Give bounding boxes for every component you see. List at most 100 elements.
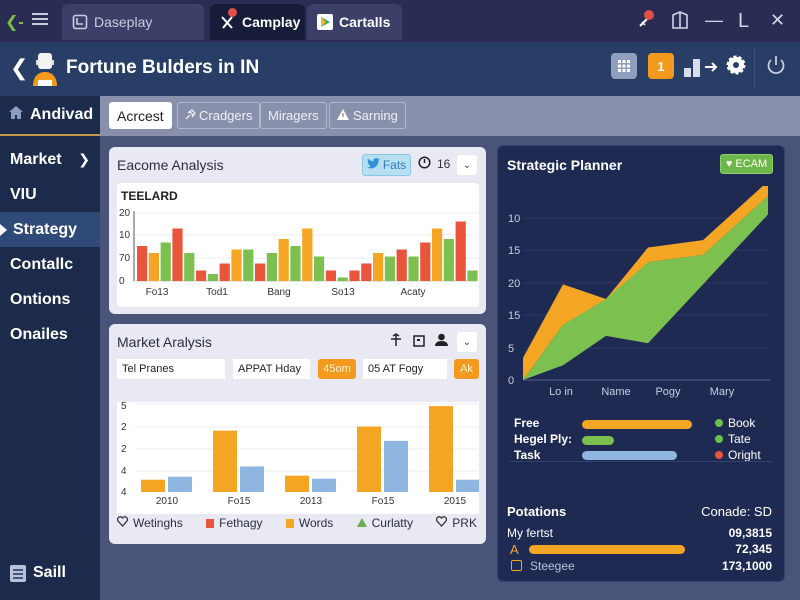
book-icon[interactable] xyxy=(671,10,689,35)
legend-item: Tate xyxy=(715,432,751,446)
legend-item: Wetinghs xyxy=(116,516,183,530)
text-input[interactable]: 05 AT Fogy xyxy=(363,359,447,379)
back-chevron-icon[interactable]: ❮ xyxy=(10,55,29,80)
income-analysis-panel: Eacome Analysis Fats 16 ⌄ TEELARD 0 70 10 2… xyxy=(109,147,486,314)
svg-text:2015: 2015 xyxy=(444,496,467,507)
legend-item: Oright xyxy=(715,448,761,462)
user-icon[interactable] xyxy=(435,333,448,352)
panel-title: Market Aralysis xyxy=(117,334,212,350)
svg-text:2: 2 xyxy=(121,444,127,455)
svg-text:Name: Name xyxy=(601,386,630,398)
filter-sarning[interactable]: Sarning xyxy=(329,102,406,129)
svg-text:2010: 2010 xyxy=(156,496,179,507)
filter-miragers[interactable]: Miragers xyxy=(260,102,327,129)
legend-item: Words xyxy=(285,516,333,530)
active-pointer-icon xyxy=(0,224,7,236)
tab-daseplay[interactable]: Daseplay xyxy=(62,4,204,40)
bar-chart-svg: 0 70 10 20 Fo13 Tod1 Bang So13 Acaty xyxy=(119,208,478,298)
fats-button[interactable]: Fats xyxy=(362,154,411,176)
chevron-right-icon: ❯ xyxy=(78,151,90,167)
bar-label: Hegel Ply: xyxy=(514,432,573,446)
sidebar: Andivad Market ❯ VIU Strategy Contallc O… xyxy=(0,96,100,600)
avatar xyxy=(30,50,60,88)
chevron-down-icon[interactable]: ⌄ xyxy=(457,155,477,175)
svg-text:Acaty: Acaty xyxy=(400,287,425,298)
bird-icon xyxy=(366,158,380,172)
svg-text:So13: So13 xyxy=(331,287,355,298)
document-icon xyxy=(10,564,26,582)
export-chart-icon[interactable] xyxy=(684,56,724,78)
restore-button[interactable]: L xyxy=(738,10,750,32)
progress-bar-hegel xyxy=(582,436,614,445)
sidebar-item-ontions[interactable]: Ontions xyxy=(10,290,71,308)
text-input[interactable]: Tel Pranes xyxy=(117,359,225,379)
row-label: My fertst xyxy=(507,526,554,540)
filter-acrcest[interactable]: Acrcest xyxy=(109,102,172,129)
svg-text:20: 20 xyxy=(508,278,520,290)
market-analysis-panel: Market Aralysis ⌄ Tel Pranes APPAT Hday … xyxy=(109,324,486,544)
svg-text:Tod1: Tod1 xyxy=(206,287,228,298)
grid-icon[interactable] xyxy=(611,53,637,79)
sidebar-item-contallc[interactable]: Contallc xyxy=(10,255,74,273)
legend-item: Fethagy xyxy=(206,516,263,530)
square-icon xyxy=(206,518,215,528)
svg-text:2: 2 xyxy=(121,422,127,433)
potations-right-label: Conade: SD xyxy=(701,504,772,519)
ecam-button[interactable]: ♥ ECAM xyxy=(720,154,773,174)
move-icon[interactable] xyxy=(390,333,402,352)
chart-title: TEELARD xyxy=(121,189,178,203)
svg-text:Fo15: Fo15 xyxy=(372,496,395,507)
sidebar-item-strategy[interactable]: Strategy xyxy=(0,212,100,247)
filter-cradgers[interactable]: Cradgers xyxy=(177,102,261,129)
pin-icon xyxy=(185,108,196,123)
square-icon xyxy=(511,560,522,571)
sidebar-item-onailes[interactable]: Onailes xyxy=(10,325,68,343)
x-logo-icon xyxy=(220,8,237,30)
orange-button[interactable]: Ak xyxy=(454,359,479,379)
legend-item: Curlatty xyxy=(356,516,413,530)
svg-text:5: 5 xyxy=(121,401,127,412)
orange-button[interactable]: 45om xyxy=(318,359,356,379)
sidebar-item-viu[interactable]: VIU xyxy=(10,185,37,203)
power-icon[interactable] xyxy=(765,54,787,76)
page-title: Fortune Bulders in IN xyxy=(66,57,260,78)
row-label: A xyxy=(510,542,519,557)
sidebar-item-market[interactable]: Market ❯ xyxy=(10,150,90,168)
svg-text:4: 4 xyxy=(121,466,127,477)
tab-camplay[interactable]: Camplay xyxy=(210,4,305,40)
hamburger-menu-icon[interactable] xyxy=(32,10,48,30)
close-button[interactable]: ✕ xyxy=(770,10,786,30)
svg-text:Bang: Bang xyxy=(267,287,290,298)
svg-text:4: 4 xyxy=(121,487,127,498)
svg-text:Fo15: Fo15 xyxy=(228,496,251,507)
sidebar-home[interactable]: Andivad xyxy=(0,96,100,136)
row-value: 09,3815 xyxy=(728,526,772,540)
chevron-down-icon[interactable]: ⌄ xyxy=(457,332,477,352)
teelard-bar-chart: TEELARD 0 70 10 20 Fo13 Tod1 Bang So13 Acaty xyxy=(117,183,479,307)
market-legend: Wetinghs Fethagy Words Curlatty PRK xyxy=(116,516,477,530)
svg-text:15: 15 xyxy=(508,310,520,322)
triangle-icon xyxy=(356,516,367,530)
gear-icon[interactable] xyxy=(725,54,747,76)
panel-title: Strategic Planner xyxy=(507,157,623,173)
title-bar: ❮- Daseplay Camplay Cartalls — L ✕ xyxy=(0,0,800,42)
strategic-planner-panel: Strategic Planner ♥ ECAM 0 5 15 20 15 10 Lo i… xyxy=(497,145,785,582)
svg-text:20: 20 xyxy=(119,208,131,219)
svg-text:0: 0 xyxy=(508,375,514,387)
notification-badge[interactable]: 1 xyxy=(648,53,674,79)
svg-text:5: 5 xyxy=(508,343,514,355)
back-arrow-icon[interactable]: ❮- xyxy=(5,14,24,31)
timer-counter: 16 xyxy=(418,156,450,172)
rocket-icon[interactable] xyxy=(637,9,655,34)
warning-icon xyxy=(337,108,349,123)
bar-label: Free xyxy=(514,416,540,430)
tab-label: Daseplay xyxy=(94,14,153,30)
legend-item: PRK xyxy=(436,516,477,530)
sidebar-item-saill[interactable]: Saill xyxy=(10,564,66,582)
text-input[interactable]: APPAT Hday xyxy=(233,359,310,379)
minimize-button[interactable]: — xyxy=(705,10,723,30)
tab-cartalls[interactable]: Cartalls xyxy=(307,4,402,40)
svg-text:15: 15 xyxy=(508,245,520,257)
divider xyxy=(510,461,772,462)
calendar-icon[interactable] xyxy=(413,334,425,352)
